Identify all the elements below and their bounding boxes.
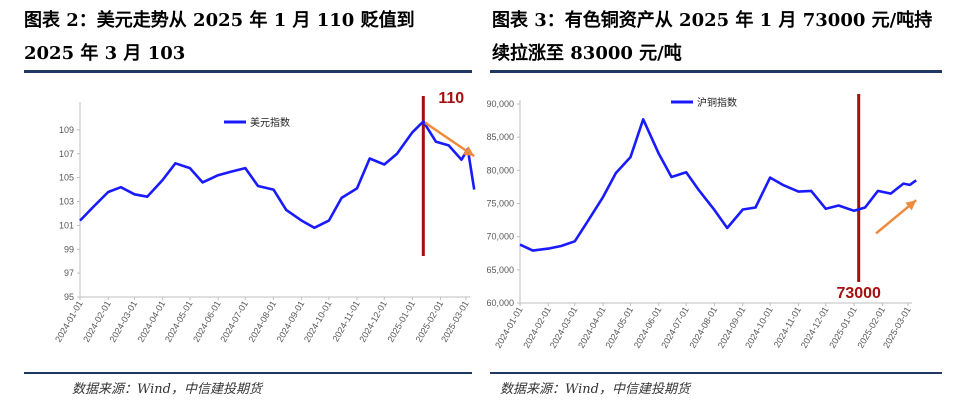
copper-y-tick-label: 85,000 — [486, 132, 514, 142]
copper-x-tick-label: 2024-12-01 — [799, 305, 831, 350]
copper-y-tick-label: 60,000 — [486, 298, 514, 308]
copper-x-tick-label: 2024-06-01 — [632, 305, 664, 350]
copper-x-tick-label: 2024-11-01 — [772, 305, 803, 349]
copper-y-tick-label: 80,000 — [486, 165, 514, 175]
usd-y-tick-label: 105 — [59, 173, 74, 183]
right-source-note: 数据来源：Wind，中信建投期货 — [500, 382, 690, 397]
usd-y-tick-label: 109 — [59, 125, 74, 135]
copper-x-tick-label: 2024-10-01 — [743, 305, 775, 350]
usd-y-tick-label: 101 — [59, 220, 74, 230]
usd-y-tick-label: 97 — [64, 268, 74, 278]
usd-series-line — [79, 120, 476, 230]
copper-x-tick-label: 2024-01-01 — [493, 305, 525, 350]
usd-y-tick-label: 99 — [64, 244, 74, 254]
left-title-rule — [24, 70, 472, 73]
copper-series-line — [519, 118, 917, 252]
copper-marker-label: 73000 — [836, 285, 881, 302]
copper-x-tick-label: 2024-03-01 — [548, 305, 580, 350]
copper-legend-label: 沪铜指数 — [697, 96, 737, 109]
right-chart-title: 图表 3：有色铜资产从 2025 年 1 月 73000 元/吨持续拉涨至 83… — [492, 10, 933, 64]
copper-y-tick-label: 70,000 — [486, 232, 514, 242]
copper-y-tick-label: 65,000 — [486, 265, 514, 275]
copper-x-tick-label: 2025-01-01 — [827, 305, 859, 350]
usd-legend-label: 美元指数 — [250, 116, 290, 129]
left-source-note: 数据来源：Wind，中信建投期货 — [72, 382, 262, 397]
left-chart-title: 图表 2：美元走势从 2025 年 1 月 110 贬值到 2025 年 3 月… — [24, 10, 415, 64]
copper-y-tick-label: 90,000 — [486, 99, 514, 109]
copper-x-tick-label: 2024-08-01 — [688, 305, 720, 350]
copper-x-tick-label: 2024-07-01 — [659, 305, 691, 350]
left-bottom-rule — [24, 372, 472, 374]
copper-x-tick-label: 2024-05-01 — [604, 305, 636, 350]
right-bottom-rule — [490, 372, 942, 374]
copper-x-tick-label: 2024-04-01 — [576, 305, 608, 350]
usd-y-tick-label: 107 — [59, 149, 74, 159]
copper-y-tick-label: 75,000 — [486, 199, 514, 209]
usd-trend-arrow-head — [463, 146, 475, 157]
usd-y-tick-label: 103 — [59, 197, 74, 207]
usd-y-tick-label: 95 — [64, 292, 74, 302]
copper-x-tick-label: 2024-09-01 — [716, 305, 748, 350]
copper-trend-arrow-head — [905, 200, 917, 211]
usd-marker-label: 110 — [438, 90, 464, 107]
right-title-rule — [490, 70, 942, 73]
